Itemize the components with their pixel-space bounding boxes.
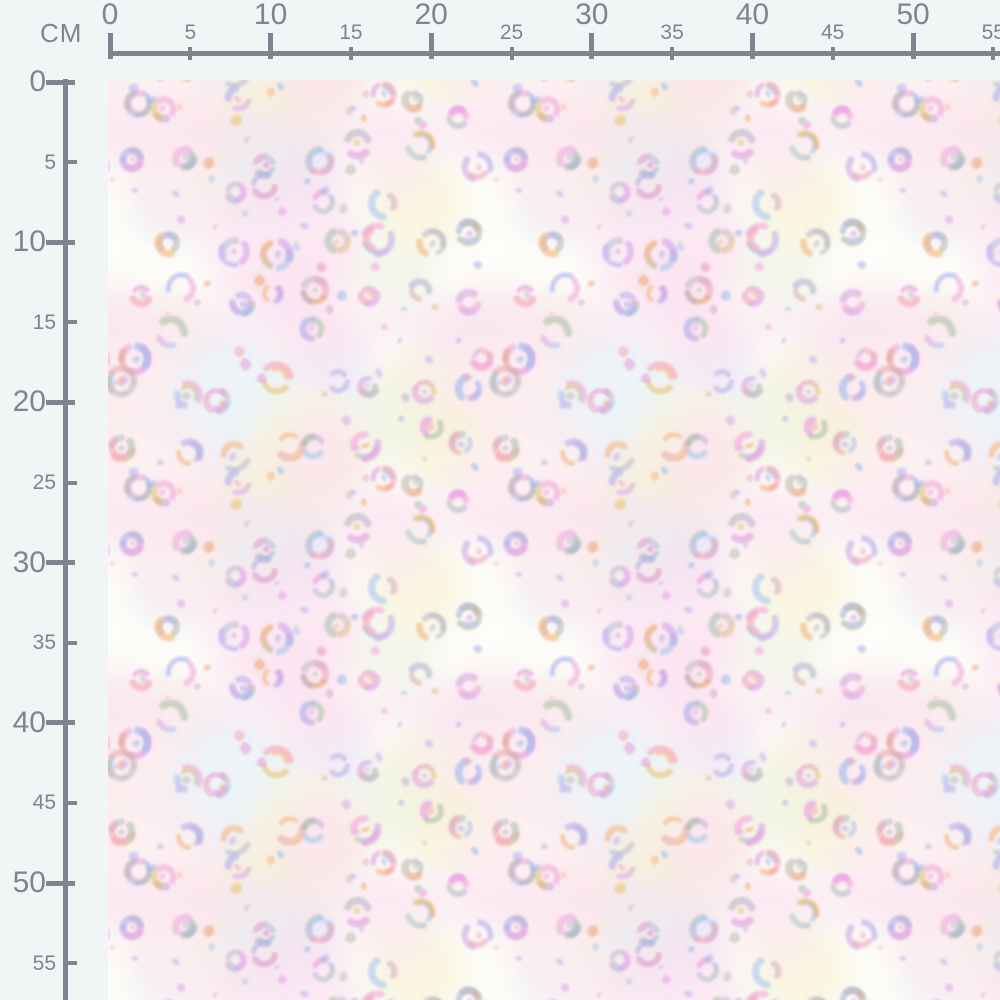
ruler-tick <box>991 47 996 60</box>
ruler-tick <box>46 720 75 726</box>
ruler-tick <box>428 33 434 59</box>
ruler-tick <box>64 640 77 645</box>
ruler-tick <box>46 560 75 566</box>
ruler-tick-label: 25 <box>32 471 56 494</box>
ruler-tick-label: 20 <box>414 0 448 31</box>
ruler-tick-label: 15 <box>339 21 363 44</box>
ruler-tick <box>509 47 514 60</box>
ruler-horizontal-line <box>108 51 1000 56</box>
ruler-tick-label: 30 <box>12 545 46 579</box>
ruler-tick <box>64 320 77 325</box>
ruler-tick <box>46 79 75 85</box>
ruler-tick-label: 55 <box>981 21 1000 44</box>
ruler-tick-label: 50 <box>896 0 930 31</box>
ruler-tick-label: 5 <box>184 21 197 44</box>
ruler-tick <box>188 47 193 60</box>
ruler-tick-label: 35 <box>660 21 684 44</box>
ruler-tick <box>64 160 77 165</box>
ruler-tick-label: 35 <box>32 631 56 655</box>
ruler-tick <box>910 33 916 59</box>
ruler-tick <box>749 33 755 59</box>
unit-label: CM <box>40 18 83 48</box>
ruler-tick-label: 5 <box>44 150 56 174</box>
ruler-vertical-line <box>63 79 68 1000</box>
ruler-tick-label: 25 <box>499 21 524 44</box>
ruler-tick <box>107 33 113 59</box>
ruler-tick-label: 0 <box>101 0 119 31</box>
ruler-tick-label: 30 <box>575 0 609 31</box>
ruler-tick-label: 0 <box>29 65 46 98</box>
ruler-tick <box>46 239 75 245</box>
ruler-tick <box>46 399 75 405</box>
fabric-swatch-preview <box>108 80 1000 1000</box>
ruler-tick <box>830 47 835 60</box>
ruler-tick-label: 10 <box>253 0 288 31</box>
ruler-tick-label: 40 <box>735 0 770 31</box>
ruler-tick-label: 45 <box>32 791 56 815</box>
ruler-tick-label: 20 <box>12 385 46 419</box>
ruler-tick <box>46 880 75 886</box>
ruler-tick-label: 40 <box>12 705 46 739</box>
ruler-tick-label: 50 <box>12 866 46 899</box>
ruler-tick-label: 55 <box>32 951 56 975</box>
ruler-tick <box>64 800 77 805</box>
ruler-tick <box>348 47 353 60</box>
ruler-tick <box>268 33 274 59</box>
ruler-tick <box>64 961 77 966</box>
ruler-tick <box>64 480 77 485</box>
ruler-tick <box>589 33 595 59</box>
ruler-tick-label: 10 <box>12 225 46 259</box>
ruler-tick-label: 15 <box>32 310 56 334</box>
ruler-tick <box>670 47 675 60</box>
ruler-tick-label: 45 <box>821 21 845 44</box>
